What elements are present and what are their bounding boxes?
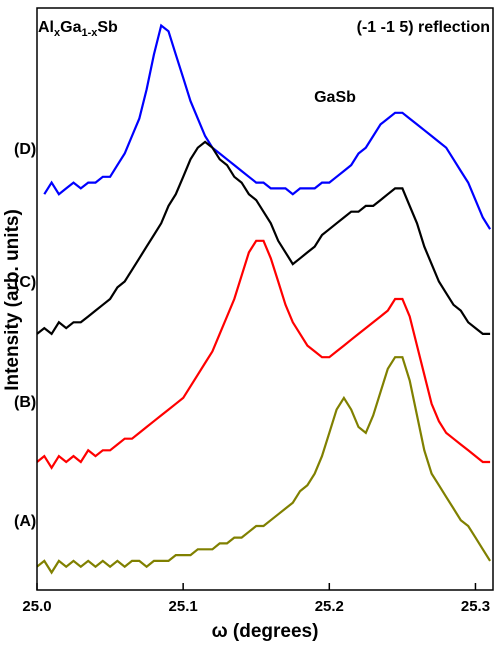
- plot-frame: [36, 7, 494, 591]
- annotation-text: GaSb: [314, 89, 356, 106]
- annotation-subscript: x: [54, 27, 61, 39]
- data-line: [36, 140, 491, 336]
- x-tick-label: 25.2: [315, 598, 344, 615]
- data-line: [43, 23, 492, 230]
- annotation-text: Al: [38, 19, 54, 36]
- y-axis-label: Intensity (arb. units): [2, 209, 23, 391]
- series-label: (D): [14, 141, 36, 158]
- annotation-text: Sb: [97, 19, 118, 36]
- annotation: AlxGa1-xSb: [38, 19, 118, 39]
- data-line: [36, 239, 491, 470]
- series-label: (A): [14, 513, 36, 530]
- annotation-text: (-1 -1 5) reflection: [357, 19, 490, 36]
- annotation: (-1 -1 5) reflection: [357, 19, 490, 36]
- series-label: (C): [14, 274, 36, 291]
- series-label: (B): [14, 394, 36, 411]
- x-tick-label: 25.0: [22, 598, 51, 615]
- annotation-text: Ga: [60, 19, 81, 36]
- data-line: [36, 356, 492, 575]
- x-axis-label: ω (degrees): [212, 621, 319, 642]
- annotation-subscript: 1-x: [81, 27, 98, 39]
- annotation: GaSb: [314, 89, 356, 106]
- x-tick-label: 25.3: [461, 598, 490, 615]
- x-tick-label: 25.1: [169, 598, 198, 615]
